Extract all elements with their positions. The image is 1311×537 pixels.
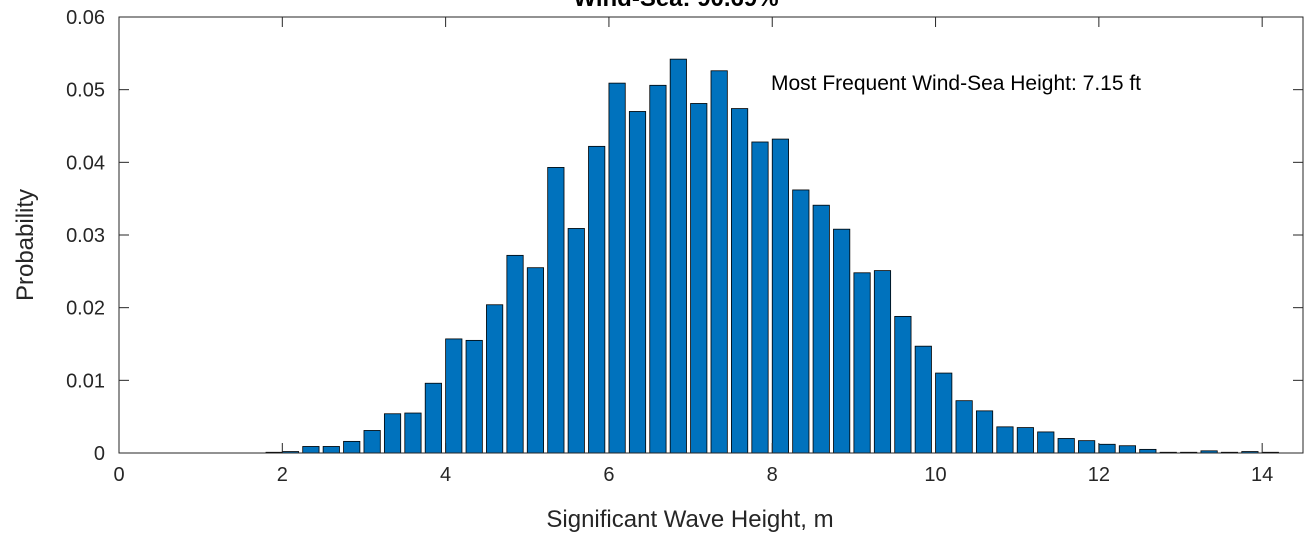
bar	[322, 446, 340, 454]
bar	[1037, 431, 1055, 454]
bar	[302, 446, 320, 454]
bar	[343, 440, 361, 454]
bar	[894, 315, 912, 454]
tick-labels-group: 0 2 4 6 8 10 12 14 0 0.01 0.02 0.03 0.04 0.05 0.06	[66, 7, 1273, 486]
chart-title: Wind-Sea: 90.69%	[573, 0, 778, 12]
y-axis-label: Probability	[12, 189, 39, 301]
bar	[792, 189, 810, 454]
x-tick-label: 4	[440, 464, 451, 486]
bar	[1016, 427, 1034, 454]
bar	[1057, 438, 1075, 454]
bar	[383, 413, 402, 454]
y-tick-label: 0.06	[66, 7, 105, 29]
bar	[424, 382, 442, 454]
bar	[731, 108, 749, 454]
bar	[445, 338, 463, 454]
y-tick-label: 0.02	[66, 298, 105, 320]
bar	[975, 410, 994, 454]
bar	[1118, 445, 1137, 454]
x-axis-label: Significant Wave Height, m	[546, 506, 833, 533]
bar	[628, 111, 647, 454]
bar	[1139, 448, 1157, 454]
bar	[1098, 443, 1116, 454]
x-tick-label: 12	[1088, 464, 1110, 486]
x-tick-label: 8	[767, 464, 778, 486]
y-tick-label: 0.05	[66, 80, 105, 102]
bar	[506, 254, 524, 454]
bar	[649, 84, 667, 454]
bar	[363, 430, 381, 454]
bar	[833, 228, 851, 454]
bar	[771, 138, 789, 454]
bar	[996, 426, 1014, 454]
bar	[955, 400, 973, 454]
bar	[853, 272, 871, 454]
bar	[1078, 440, 1096, 454]
bar	[486, 304, 504, 454]
bar	[690, 103, 708, 454]
ticks-group	[118, 16, 1303, 454]
bar	[669, 58, 687, 454]
bar	[547, 167, 565, 454]
bar	[404, 412, 422, 454]
bar	[914, 345, 932, 454]
y-tick-label: 0.03	[66, 225, 105, 247]
x-tick-label: 14	[1251, 464, 1273, 486]
most-frequent-annotation: Most Frequent Wind-Sea Height: 7.15 ft	[771, 72, 1141, 95]
y-tick-label: 0.04	[66, 152, 105, 174]
bar	[608, 82, 626, 454]
bar	[567, 228, 585, 454]
bar	[465, 339, 483, 454]
bar	[935, 372, 953, 454]
bar	[588, 145, 606, 454]
bar	[710, 70, 728, 454]
bar	[526, 267, 545, 454]
x-tick-label: 0	[113, 464, 124, 486]
x-tick-label: 2	[277, 464, 288, 486]
x-tick-label: 6	[603, 464, 614, 486]
bar	[812, 204, 830, 454]
x-tick-label: 10	[924, 464, 946, 486]
y-tick-label: 0.01	[66, 370, 105, 392]
bars-group	[265, 58, 1279, 454]
bar	[751, 141, 769, 454]
bar	[873, 270, 892, 454]
y-tick-label: 0	[94, 443, 105, 465]
